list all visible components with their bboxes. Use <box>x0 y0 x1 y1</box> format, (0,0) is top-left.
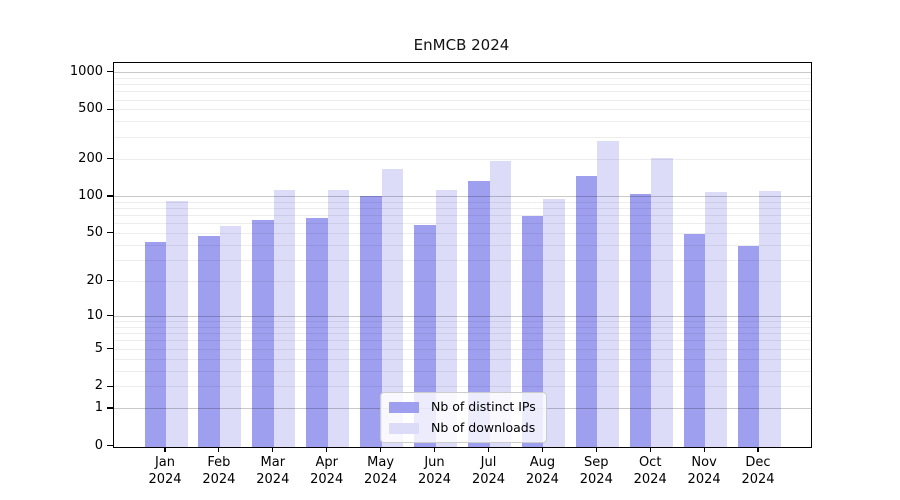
x-tick-apr <box>326 446 328 452</box>
bar-downloads-aug <box>543 199 565 447</box>
bar-distinct-ips-mar <box>252 220 274 447</box>
x-tick-feb <box>218 446 220 452</box>
legend-swatch-distinct-ips <box>389 401 419 413</box>
gridline-200 <box>114 158 811 160</box>
gridline-600 <box>114 99 811 101</box>
plot-area <box>113 62 812 448</box>
bar-downloads-oct <box>651 157 673 447</box>
legend: Nb of distinct IPs Nb of downloads <box>380 392 547 443</box>
bar-distinct-ips-feb <box>198 236 220 447</box>
x-tick-label-mar: Mar 2024 <box>256 454 290 488</box>
gridline-900 <box>114 77 811 79</box>
y-tick-label-200: 200 <box>78 150 103 166</box>
y-tick-label-2: 2 <box>94 378 103 394</box>
legend-item-downloads: Nb of downloads <box>389 421 536 435</box>
x-tick-label-dec: Dec 2024 <box>741 454 775 488</box>
gridline-500 <box>114 109 811 111</box>
legend-label-downloads: Nb of downloads <box>431 420 536 435</box>
bar-downloads-dec <box>759 190 781 447</box>
y-tick-label-10: 10 <box>86 307 103 323</box>
x-tick-label-nov: Nov 2024 <box>687 454 721 488</box>
x-tick-jul <box>487 446 490 452</box>
y-tick-1000 <box>107 71 113 73</box>
x-tick-nov <box>703 446 705 452</box>
x-tick-label-may: May 2024 <box>364 454 398 488</box>
x-tick-dec <box>757 446 759 452</box>
bar-distinct-ips-dec <box>737 245 759 447</box>
x-tick-label-jun: Jun 2024 <box>417 454 452 488</box>
bar-distinct-ips-aug <box>521 216 544 447</box>
x-tick-label-jan: Jan 2024 <box>148 454 182 488</box>
x-tick-may <box>380 446 382 452</box>
y-tick-label-5: 5 <box>94 340 103 356</box>
gridline-400 <box>114 121 811 123</box>
gridline-700 <box>114 91 811 93</box>
bar-distinct-ips-apr <box>306 218 328 447</box>
bar-downloads-jun <box>435 189 457 447</box>
y-tick-50 <box>107 232 113 234</box>
x-tick-label-feb: Feb 2024 <box>202 454 236 488</box>
bar-downloads-apr <box>327 190 350 447</box>
y-tick-label-100: 100 <box>78 188 103 203</box>
x-tick-aug <box>541 446 543 452</box>
bar-distinct-ips-jan <box>144 241 166 447</box>
chart-title: EnMCB 2024 <box>413 36 510 54</box>
x-tick-label-oct: Oct 2024 <box>633 454 667 488</box>
x-tick-sep <box>595 446 597 452</box>
y-tick-label-20: 20 <box>86 272 103 288</box>
gridline-300 <box>114 136 811 138</box>
bar-downloads-may <box>381 168 404 447</box>
y-tick-2 <box>107 385 113 387</box>
bar-downloads-sep <box>597 140 619 447</box>
y-tick-0 <box>107 444 113 447</box>
x-tick-jan <box>164 446 166 452</box>
x-tick-label-aug: Aug 2024 <box>525 454 559 488</box>
y-tick-100 <box>107 195 113 197</box>
y-tick-5 <box>107 348 113 350</box>
bar-downloads-jan <box>166 201 188 447</box>
y-tick-10 <box>107 315 113 317</box>
legend-label-distinct-ips: Nb of distinct IPs <box>431 399 536 414</box>
legend-swatch-downloads <box>389 422 419 434</box>
bar-distinct-ips-sep <box>575 175 598 447</box>
y-tick-200 <box>107 158 113 160</box>
bar-downloads-mar <box>273 189 296 447</box>
gridline-800 <box>114 84 811 85</box>
y-tick-label-1000: 1000 <box>69 63 103 79</box>
y-tick-label-1: 1 <box>94 400 103 415</box>
y-tick-1 <box>107 407 113 409</box>
bar-distinct-ips-jun <box>414 225 436 447</box>
x-tick-jun <box>433 446 436 452</box>
bar-downloads-feb <box>219 226 242 447</box>
x-tick-label-sep: Sep 2024 <box>579 454 613 488</box>
bar-downloads-jul <box>489 160 511 447</box>
x-tick-label-jul: Jul 2024 <box>471 454 506 488</box>
y-tick-label-500: 500 <box>78 101 103 117</box>
legend-item-distinct-ips: Nb of distinct IPs <box>389 400 536 414</box>
x-tick-label-apr: Apr 2024 <box>310 454 344 488</box>
gridline-1000 <box>114 71 811 73</box>
y-tick-500 <box>107 108 113 110</box>
y-tick-label-50: 50 <box>86 224 103 240</box>
bar-downloads-nov <box>705 191 727 447</box>
y-tick-20 <box>107 280 113 282</box>
bar-distinct-ips-may <box>360 196 382 447</box>
x-tick-oct <box>649 446 651 452</box>
bar-distinct-ips-jul <box>468 180 490 447</box>
bar-distinct-ips-nov <box>683 233 706 447</box>
bar-distinct-ips-oct <box>629 194 652 447</box>
x-tick-mar <box>272 446 274 452</box>
y-tick-label-0: 0 <box>94 437 103 453</box>
